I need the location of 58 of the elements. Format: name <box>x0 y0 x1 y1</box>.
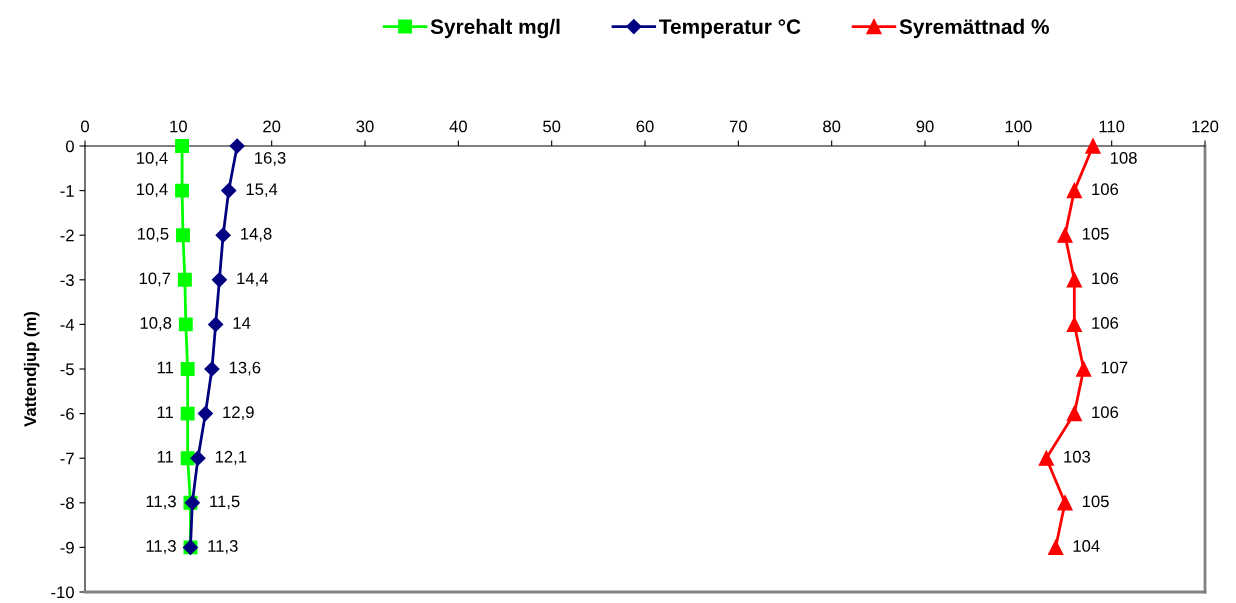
data-label: 12,1 <box>215 450 247 465</box>
data-label: 12,9 <box>223 406 254 421</box>
data-label: 104 <box>1073 540 1100 552</box>
data-label: 10,5 <box>137 227 169 242</box>
y-tick-label: -6 <box>60 408 74 420</box>
data-label: 103 <box>1064 450 1091 463</box>
data-label: 11,3 <box>208 540 238 554</box>
y-tick-label: -2 <box>60 229 74 242</box>
data-label: 10,8 <box>140 317 172 331</box>
y-tick-label: -8 <box>60 497 74 509</box>
data-label: 106 <box>1092 317 1119 329</box>
legend-label: Temperatur °C <box>659 19 801 39</box>
data-label: 16,3 <box>255 152 286 166</box>
y-axis-title: Vattendjup (m) <box>23 311 40 427</box>
x-tick-label: 80 <box>823 120 841 133</box>
legend-label: Syrehalt mg/l <box>430 18 560 39</box>
data-label: 107 <box>1101 361 1128 374</box>
x-tick-label: 0 <box>81 120 89 133</box>
y-tick-label: 0 <box>65 140 74 153</box>
x-tick-label: 10 <box>170 120 187 133</box>
data-label: 10,4 <box>137 183 168 198</box>
data-label: 10,4 <box>137 152 168 166</box>
data-label: 11,3 <box>146 540 176 554</box>
data-label: 11,3 <box>146 495 176 510</box>
data-label: 105 <box>1082 495 1109 508</box>
data-label: 11 <box>157 406 173 418</box>
x-tick-label: 30 <box>356 120 374 133</box>
x-tick-label: 90 <box>916 120 934 133</box>
y-tick-label: -3 <box>60 274 74 286</box>
legend-label: Syremättnad % <box>899 18 1049 39</box>
data-label: 13,6 <box>229 361 261 376</box>
data-label: 106 <box>1092 406 1119 419</box>
x-tick-label: 50 <box>543 120 561 133</box>
y-tick-label: -1 <box>60 185 74 197</box>
x-tick-label: 20 <box>263 120 281 133</box>
data-label: 108 <box>1110 152 1137 164</box>
y-tick-label: -9 <box>60 541 74 554</box>
data-label: 11,5 <box>210 495 240 510</box>
data-label: 106 <box>1092 272 1119 285</box>
x-tick-label: 60 <box>636 120 654 133</box>
data-label: 14,4 <box>237 272 269 287</box>
data-label: 15,4 <box>246 183 278 198</box>
y-tick-label: -5 <box>60 363 74 376</box>
data-label: 105 <box>1082 227 1109 240</box>
y-tick-label: -10 <box>51 586 74 599</box>
data-label: 14,8 <box>241 227 272 242</box>
y-tick-label: -4 <box>60 318 75 331</box>
x-tick-label: 110 <box>1099 120 1125 133</box>
data-label: 10,7 <box>139 272 171 287</box>
x-tick-label: 70 <box>729 120 747 133</box>
data-label: 14 <box>233 317 251 329</box>
data-label: 11 <box>157 451 173 463</box>
x-tick-label: 40 <box>449 120 467 133</box>
x-tick-label: 120 <box>1192 120 1219 133</box>
x-tick-label: 100 <box>1005 120 1032 133</box>
data-label: 11 <box>157 361 173 374</box>
y-tick-label: -7 <box>60 452 74 465</box>
data-label: 106 <box>1092 183 1119 196</box>
